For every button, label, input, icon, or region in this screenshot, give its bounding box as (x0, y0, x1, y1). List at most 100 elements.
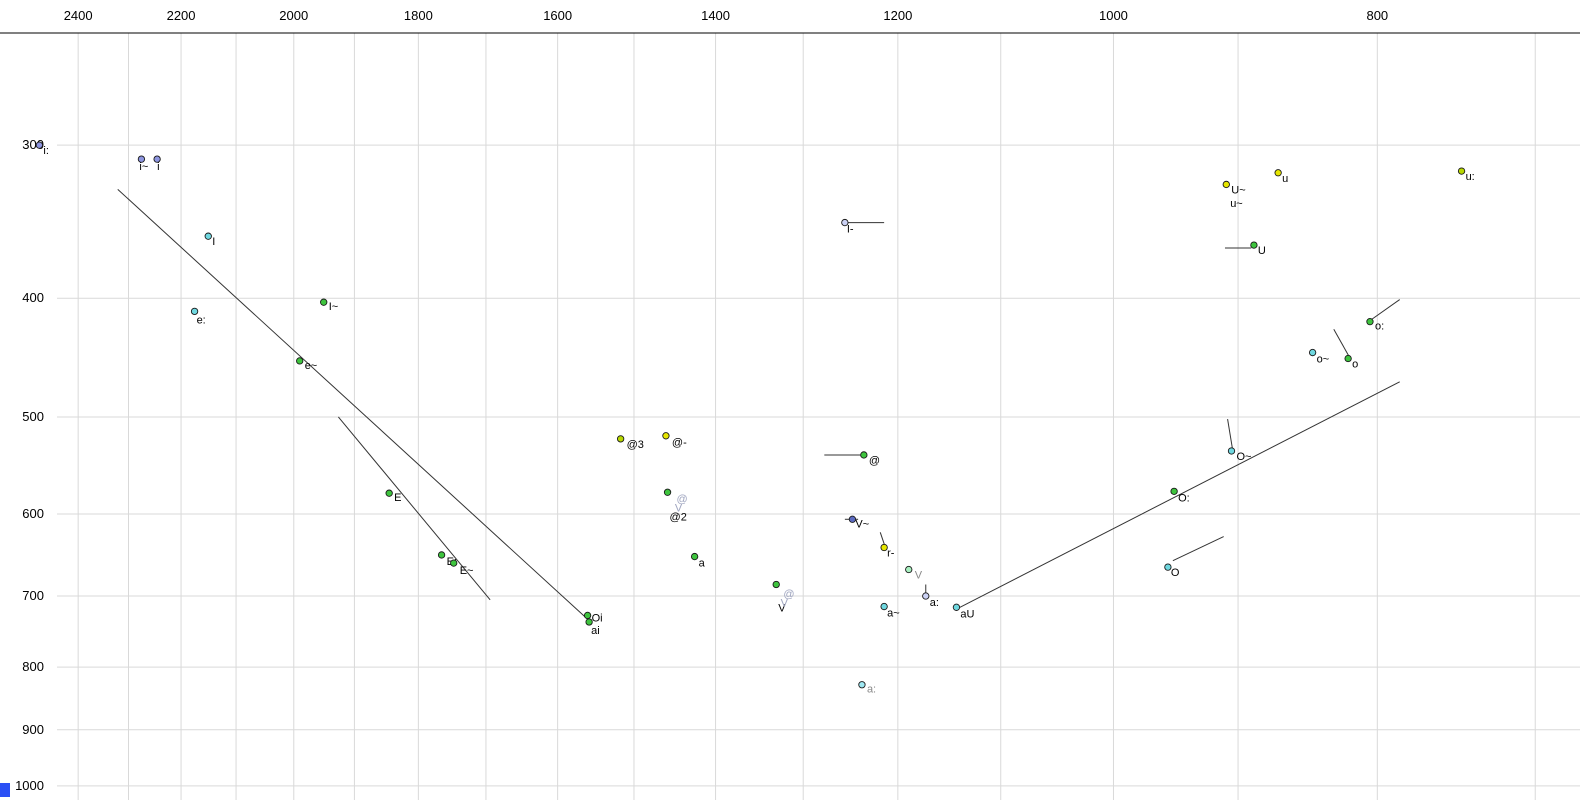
vowel-label: O: (1178, 492, 1190, 504)
vowel-point-@[interactable] (860, 451, 868, 459)
vowel-point-U~[interactable] (1222, 180, 1230, 189)
vowel-label: @3 (627, 439, 644, 451)
vowel-label: O (1171, 567, 1180, 579)
vowel-label: V (778, 602, 786, 614)
vowel-label-secondary: @ (677, 494, 688, 506)
vowel-point-a[interactable] (690, 552, 699, 561)
y-tick-label: 800 (22, 659, 44, 674)
y-tick-label: 1000 (15, 778, 44, 793)
vowel-label: e~ (305, 360, 318, 372)
vowel-label-secondary: u~ (1230, 198, 1243, 210)
vowel-label: E (394, 492, 401, 504)
vowel-point-V[interactable] (772, 580, 780, 589)
vowel-point-ai[interactable] (585, 618, 593, 626)
vowel-label-secondary: V (781, 598, 789, 610)
trajectory-line (117, 188, 591, 622)
vowel-point-o~[interactable] (1308, 348, 1317, 357)
vowel-point-E~[interactable] (450, 559, 458, 567)
vowel-point-V~[interactable] (848, 515, 857, 523)
vowel-point-@2[interactable] (663, 488, 672, 496)
vowel-label: I (212, 236, 215, 248)
x-tick-label: 1200 (883, 8, 912, 23)
corner-marker (0, 783, 10, 797)
trajectory-line (1227, 419, 1234, 452)
vowel-point-O[interactable] (1164, 563, 1172, 571)
vowel-point-u[interactable] (1274, 169, 1282, 177)
y-tick-label: 500 (22, 409, 44, 424)
vowel-point-I[interactable] (204, 232, 212, 240)
vowel-point-i~[interactable] (137, 155, 146, 163)
vowel-point-I~[interactable] (320, 298, 328, 306)
vowel-point-o:[interactable] (1366, 317, 1374, 326)
vowel-label: @2 (670, 511, 687, 523)
vowel-label: @ (869, 455, 880, 467)
vowel-point-i:[interactable] (35, 141, 44, 149)
x-tick-label: 2000 (279, 8, 308, 23)
vowel-point-aU[interactable] (952, 603, 961, 611)
vowel-point-O:[interactable] (1170, 487, 1178, 495)
vowel-point-@3[interactable] (616, 435, 625, 443)
vowel-label-secondary: V (675, 503, 683, 515)
vowel-label: i~ (139, 161, 148, 173)
x-tick-label: 1400 (701, 8, 730, 23)
vowel-label: o: (1375, 321, 1384, 333)
vowel-point-a~[interactable] (880, 602, 888, 611)
x-tick-label: 1800 (404, 8, 433, 23)
vowel-point-r-[interactable] (880, 543, 888, 552)
vowel-label: a (699, 558, 706, 570)
vowel-label: I- (847, 224, 854, 236)
vowel-point-U[interactable] (1250, 241, 1258, 249)
vowel-point-e~[interactable] (296, 357, 304, 365)
vowel-label: aU (960, 608, 974, 620)
vowel-label: e: (197, 314, 206, 326)
vowel-label: u: (1466, 171, 1475, 183)
trajectory-line (337, 416, 491, 601)
vowel-label: V~ (855, 518, 869, 530)
vowel-label: @- (672, 437, 687, 449)
x-tick-label: 2200 (167, 8, 196, 23)
vowel-label: V (915, 570, 923, 582)
vowel-point-Oi[interactable] (583, 611, 592, 620)
trajectory-line (1333, 328, 1351, 358)
trajectory-line (958, 381, 1400, 609)
vowel-point-I-[interactable] (841, 218, 849, 227)
y-tick-label: 900 (22, 722, 44, 737)
vowel-label: E~ (460, 565, 474, 577)
vowel-label: i (157, 161, 159, 173)
y-tick-label: 700 (22, 588, 44, 603)
vowel-label: a: (930, 597, 939, 609)
vowel-point-E:[interactable] (437, 551, 446, 559)
x-tick-label: 800 (1366, 8, 1388, 23)
vowel-label: i: (43, 145, 49, 157)
vowel-point-O~[interactable] (1227, 447, 1236, 455)
vowel-point-o[interactable] (1344, 354, 1352, 363)
vowel-label: u (1282, 173, 1288, 185)
vowel-label: a: (867, 684, 876, 696)
vowel-label: I~ (329, 301, 338, 313)
vowel-point-i[interactable] (153, 155, 161, 163)
x-tick-label: 2400 (64, 8, 93, 23)
vowel-label: a~ (887, 608, 900, 620)
vowel-point-a:[interactable] (922, 592, 930, 600)
vowel-label: Oi (592, 612, 603, 624)
vowel-label: O~ (1236, 451, 1251, 463)
vowel-point-e:[interactable] (190, 307, 199, 316)
vowel-label: o~ (1317, 354, 1330, 366)
vowel-point-E[interactable] (385, 489, 393, 497)
vowel-point-u:[interactable] (1457, 167, 1466, 175)
x-tick-label: 1600 (543, 8, 572, 23)
vowel-label: o (1352, 359, 1358, 371)
vowel-point-a:[interactable] (858, 681, 866, 689)
vowel-label: U~ (1231, 184, 1245, 196)
y-tick-label: 400 (22, 290, 44, 305)
y-tick-label: 600 (22, 506, 44, 521)
vowel-point-@-[interactable] (662, 432, 670, 440)
vowel-label: ai (591, 625, 600, 637)
vowel-label-secondary: @ (783, 588, 794, 600)
vowel-label: U (1258, 245, 1266, 257)
vowel-point-V[interactable] (905, 565, 913, 574)
trajectory-line (1172, 536, 1224, 562)
trajectory-line (1368, 299, 1401, 323)
